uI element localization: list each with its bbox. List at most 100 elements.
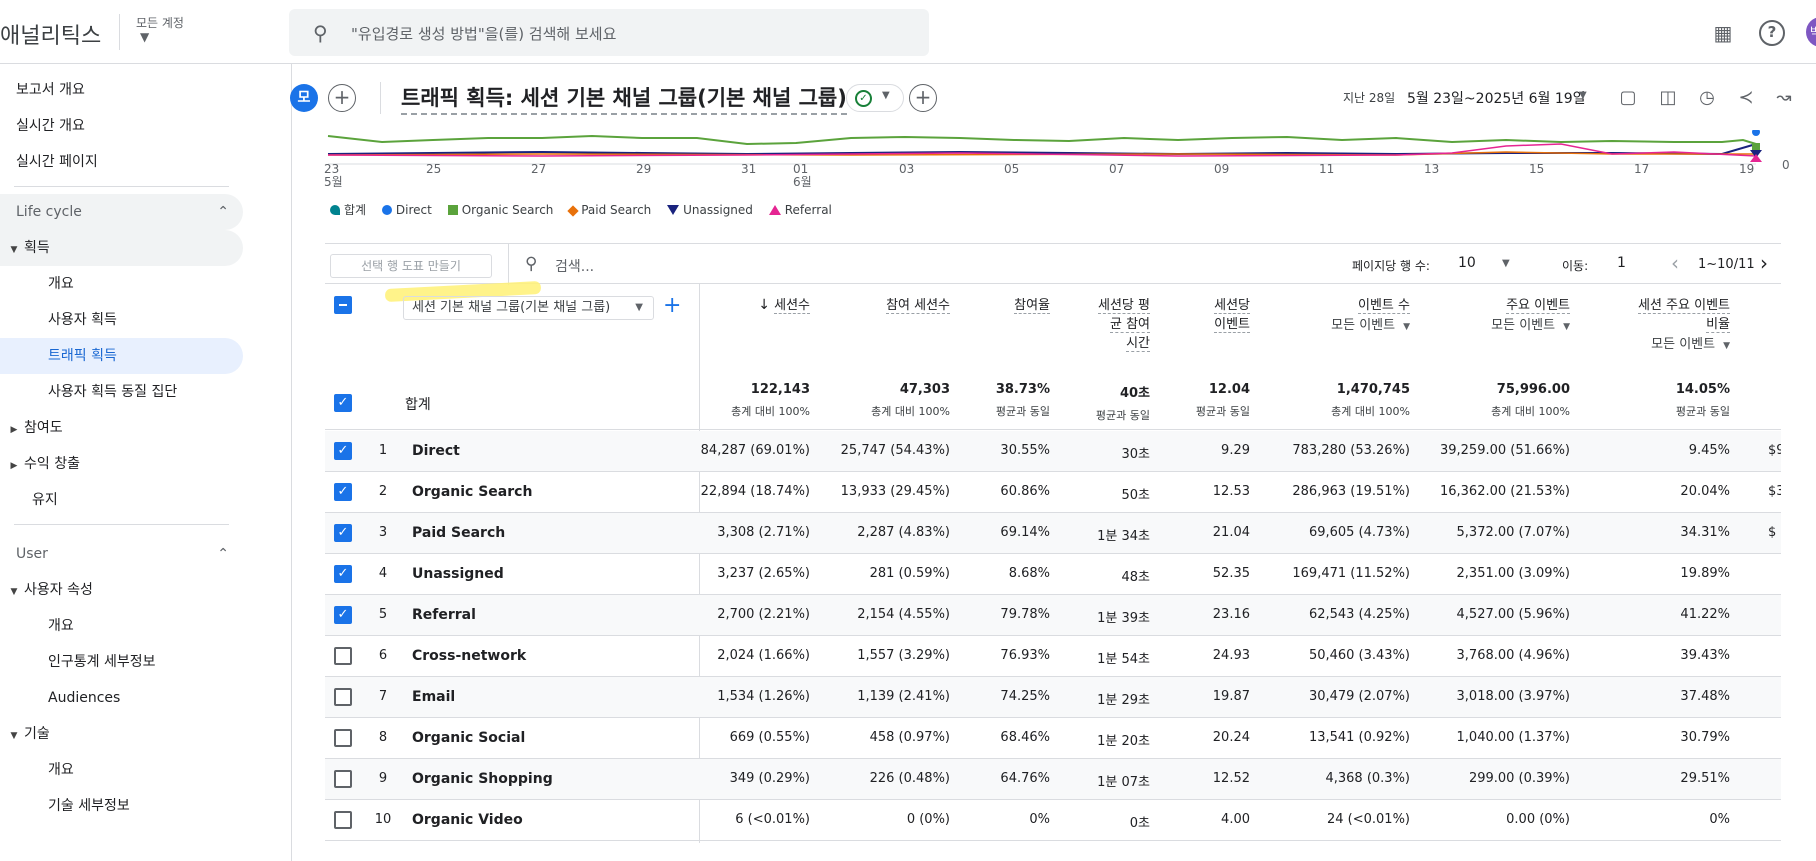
row-checkbox[interactable] — [334, 729, 352, 747]
col-header-sessions[interactable]: ↓ 세션수 — [700, 296, 810, 315]
table-row[interactable]: 8 Organic Social 669 (0.55%) 458 (0.97%) 68.… — [325, 718, 1781, 759]
section-user[interactable]: User ⌃ — [0, 536, 243, 572]
row-checkbox[interactable] — [334, 688, 352, 706]
sidebar-item-realtime-pages[interactable]: 실시간 페이지 — [16, 154, 98, 170]
sidebar-item-report-overview[interactable]: 보고서 개요 — [16, 82, 85, 98]
customize-report-icon[interactable]: ▢ — [1619, 87, 1637, 108]
sidebar-item-traffic-acquisition[interactable]: 트래픽 획득 — [0, 338, 243, 374]
row-checkbox[interactable]: ✓ — [334, 442, 352, 460]
direct-point[interactable] — [1752, 130, 1760, 136]
table-row[interactable]: 7 Email 1,534 (1.26%) 1,139 (2.41%) 74.25% 1분… — [325, 677, 1781, 718]
referral-point[interactable] — [1750, 154, 1762, 162]
help-icon[interactable]: ? — [1759, 20, 1785, 46]
sidebar-item-demographics[interactable]: 인구통계 세부정보 — [48, 654, 156, 670]
event-filter-select[interactable]: 모든 이벤트 — [1331, 318, 1396, 333]
next-page-icon[interactable]: › — [1760, 251, 1768, 275]
app-title[interactable]: 애널리틱스 — [0, 24, 102, 49]
row-cell: 0.00 (0%) — [1506, 812, 1570, 827]
section-lifecycle[interactable]: Life cycle ⌃ — [0, 194, 243, 230]
date-preset-label[interactable]: 지난 28일 — [1343, 91, 1396, 105]
search-bar[interactable]: ⚲ "유입경로 생성 방법"을(를) 검색해 보세요 — [289, 9, 929, 56]
caret-down-icon[interactable]: ▼ — [140, 30, 150, 44]
col-header-engaged-sessions[interactable]: 참여 세션수 — [820, 296, 950, 315]
page-title[interactable]: 트래픽 획득: 세션 기본 채널 그룹(기본 채널 그룹) — [401, 82, 847, 115]
insights-icon[interactable]: ◷ — [1699, 87, 1715, 108]
caret-down-icon[interactable]: ▼ — [1403, 322, 1410, 332]
table-row[interactable]: ✓ 2 Organic Search 22,894 (18.74%) 13,933 (2… — [325, 472, 1781, 513]
row-checkbox[interactable]: ✓ — [334, 524, 352, 542]
sidebar-item-monetization[interactable]: ▶ 수익 창출 — [4, 446, 80, 482]
sidebar-item-tech-overview[interactable]: 개요 — [48, 762, 74, 778]
avatar[interactable]: 박 — [1806, 17, 1816, 47]
row-checkbox[interactable]: ✓ — [334, 565, 352, 583]
rows-per-page-select[interactable]: 10 — [1458, 255, 1476, 271]
col-header-session-key-event-rate[interactable]: 세션 주요 이벤트 비율 모든 이벤트 ▼ — [1580, 296, 1730, 356]
sidebar-item-retention[interactable]: 유지 — [32, 492, 58, 508]
caret-down-icon[interactable]: ▼ — [1579, 90, 1587, 101]
table-row[interactable]: ✓ 5 Referral 2,700 (2.21%) 2,154 (4.55%) 79.7… — [325, 595, 1781, 636]
sidebar-item-realtime-overview[interactable]: 실시간 개요 — [16, 118, 85, 134]
comparison-badge[interactable]: 모 — [290, 84, 318, 112]
row-checkbox[interactable]: ✓ — [334, 606, 352, 624]
col-header-avg-engagement[interactable]: 세션당 평 균 참여 시간 — [1060, 296, 1150, 353]
caret-down-icon[interactable]: ▼ — [1723, 341, 1730, 351]
caret-down-icon[interactable]: ▼ — [1502, 258, 1510, 269]
totals-checkbox[interactable]: ✓ — [334, 394, 352, 412]
dimension-selector[interactable]: 세션 기본 채널 그룹(기본 채널 그룹) ▼ — [403, 296, 654, 320]
sidebar-item-user-acquisition[interactable]: 사용자 획득 — [48, 312, 117, 328]
legend-item-total[interactable]: 합계 — [330, 203, 366, 217]
date-range[interactable]: 5월 23일~2025년 6월 19일 — [1407, 91, 1586, 107]
col-header-events-per-session[interactable]: 세션당 이벤트 — [1160, 296, 1250, 334]
prev-page-icon[interactable]: ‹ — [1671, 251, 1679, 275]
table-row[interactable]: ✓ 4 Unassigned 3,237 (2.65%) 281 (0.59%) 8.68… — [325, 554, 1781, 595]
legend-item-unassigned[interactable]: Unassigned — [667, 203, 753, 217]
row-checkbox[interactable]: ✓ — [334, 483, 352, 501]
sidebar-item-acquisition[interactable]: ▼ 획득 — [0, 230, 243, 266]
legend-item-organic-search[interactable]: Organic Search — [447, 203, 554, 217]
add-filter-button[interactable]: + — [909, 84, 937, 112]
chevron-up-icon[interactable]: ⌃ — [217, 204, 229, 220]
status-dropdown[interactable]: ✓ ▼ — [846, 84, 904, 112]
row-checkbox[interactable] — [334, 647, 352, 665]
legend-item-direct[interactable]: Direct — [381, 203, 432, 217]
row-checkbox[interactable] — [334, 770, 352, 788]
trend-icon[interactable]: ↝ — [1776, 87, 1792, 108]
table-search-input[interactable]: 검색... — [555, 259, 595, 275]
sidebar-item-user-attributes[interactable]: ▼ 사용자 속성 — [4, 572, 93, 608]
caret-down-icon[interactable]: ▼ — [1563, 322, 1570, 332]
sidebar-item-acq-cohort[interactable]: 사용자 획득 동질 집단 — [48, 384, 178, 400]
table-row[interactable]: ✓ 3 Paid Search 3,308 (2.71%) 2,287 (4.83%) 6… — [325, 513, 1781, 554]
search-input[interactable]: "유입경로 생성 방법"을(를) 검색해 보세요 — [351, 25, 617, 43]
account-selector[interactable]: 모든 계정 — [136, 16, 184, 30]
plot-rows-button[interactable]: 선택 행 도표 만들기 — [330, 254, 492, 278]
event-filter-select[interactable]: 모든 이벤트 — [1651, 337, 1716, 352]
select-all-checkbox[interactable] — [334, 296, 352, 314]
chevron-up-icon[interactable]: ⌃ — [217, 546, 229, 562]
table-row[interactable]: 6 Cross-network 2,024 (1.66%) 1,557 (3.29%)… — [325, 636, 1781, 677]
add-comparison-button[interactable]: + — [328, 84, 356, 112]
goto-page-input[interactable]: 1 — [1617, 255, 1626, 271]
table-row[interactable]: 10 Organic Video 6 (<0.01%) 0 (0%) 0% 0초 4.00 2… — [325, 800, 1781, 841]
sidebar-item-user-overview[interactable]: 개요 — [48, 618, 74, 634]
col-header-engagement-rate[interactable]: 참여율 — [960, 296, 1050, 315]
row-cell: 226 (0.48%) — [869, 771, 950, 786]
sidebar-item-tech-details[interactable]: 기술 세부정보 — [48, 798, 130, 814]
compare-icon[interactable]: ◫ — [1659, 87, 1677, 108]
col-header-key-events[interactable]: 주요 이벤트 모든 이벤트 ▼ — [1420, 296, 1570, 337]
col-header-event-count[interactable]: 이벤트 수 모든 이벤트 ▼ — [1260, 296, 1410, 337]
sidebar-item-acq-overview[interactable]: 개요 — [48, 276, 74, 292]
table-row[interactable]: ✓ 1 Direct 84,287 (69.01%) 25,747 (54.43%) 30… — [325, 431, 1781, 472]
legend-item-referral[interactable]: Referral — [768, 203, 832, 217]
event-filter-select[interactable]: 모든 이벤트 — [1491, 318, 1556, 333]
table-row[interactable]: 9 Organic Shopping 349 (0.29%) 226 (0.48%) 6… — [325, 759, 1781, 800]
apps-grid-icon[interactable]: ▦ — [1713, 21, 1733, 45]
legend-item-paid-search[interactable]: Paid Search — [567, 203, 651, 217]
sidebar-item-audiences[interactable]: Audiences — [48, 690, 121, 706]
row-checkbox[interactable] — [334, 811, 352, 829]
organic-search-point[interactable] — [1752, 143, 1760, 151]
share-icon[interactable]: ≺ — [1738, 87, 1754, 108]
legend-label: Organic Search — [461, 203, 554, 217]
add-dimension-button[interactable]: + — [663, 293, 682, 318]
sidebar-item-tech[interactable]: ▼ 기술 — [4, 716, 50, 752]
sidebar-item-engagement[interactable]: ▶ 참여도 — [4, 410, 63, 446]
